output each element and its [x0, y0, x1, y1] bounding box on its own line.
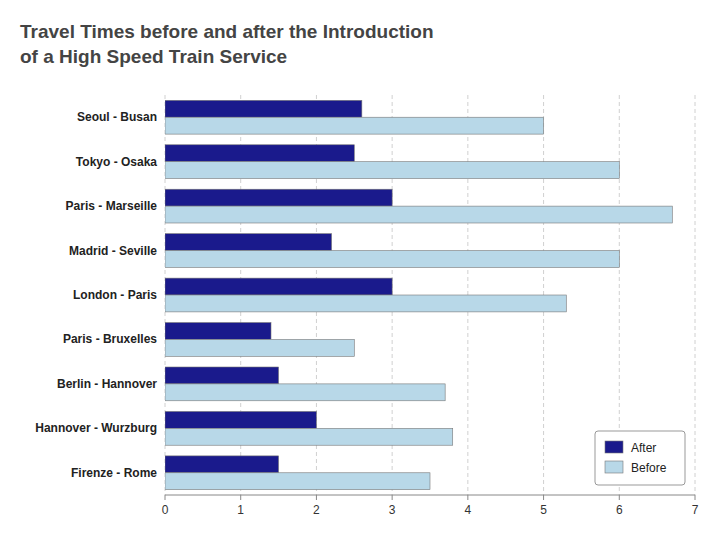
- chart-container: Travel Times before and after the Introd…: [0, 0, 720, 540]
- tick-mark: [467, 495, 468, 500]
- grid-line: [695, 95, 696, 495]
- tick-mark: [316, 495, 317, 500]
- bar: [165, 145, 354, 162]
- category-label: Berlin - Hannover: [57, 377, 157, 391]
- bar: [165, 251, 619, 268]
- category-label: Madrid - Seville: [69, 244, 157, 258]
- x-axis-line: [165, 495, 695, 496]
- category-label: Seoul - Busan: [77, 110, 157, 124]
- bar: [165, 295, 566, 312]
- tick-mark: [619, 495, 620, 500]
- legend-label: Before: [631, 461, 667, 475]
- bar: [165, 100, 362, 117]
- bar: [165, 117, 544, 134]
- tick-mark: [240, 495, 241, 500]
- tick-mark: [165, 495, 166, 500]
- bar: [165, 162, 619, 179]
- category-label: Firenze - Rome: [71, 466, 157, 480]
- tick-label: 2: [313, 503, 320, 517]
- plot-area: 0 1 2 3 4 5 6 7: [162, 95, 699, 517]
- category-label: Paris - Marseille: [66, 199, 158, 213]
- title-line: Travel Times before and after the Introd…: [20, 21, 434, 42]
- title: Travel Times before and after the Introd…: [20, 21, 434, 67]
- legend-frame: [595, 431, 685, 485]
- bar: [165, 339, 354, 356]
- bar: [165, 189, 392, 206]
- chart-svg: Travel Times before and after the Introd…: [0, 0, 720, 540]
- category-label: Paris - Bruxelles: [63, 332, 157, 346]
- bar: [165, 206, 672, 223]
- bar: [165, 473, 430, 490]
- bar: [165, 367, 279, 384]
- bar: [165, 428, 453, 445]
- bar: [165, 323, 271, 340]
- legend-label: After: [631, 441, 656, 455]
- bar: [165, 384, 445, 401]
- tick-mark: [392, 495, 393, 500]
- tick-label: 0: [162, 503, 169, 517]
- title-line: of a High Speed Train Service: [20, 46, 287, 67]
- category-label: Hannover - Wurzburg: [35, 421, 157, 435]
- category-label: London - Paris: [73, 288, 157, 302]
- legend-swatch: [605, 441, 623, 453]
- tick-mark: [543, 495, 544, 500]
- category-label: Tokyo - Osaka: [76, 155, 157, 169]
- legend: After Before: [595, 431, 685, 485]
- legend-swatch: [605, 461, 623, 473]
- tick-label: 4: [465, 503, 472, 517]
- tick-label: 3: [389, 503, 396, 517]
- tick-label: 5: [540, 503, 547, 517]
- bar: [165, 411, 316, 428]
- bar: [165, 278, 392, 295]
- bar: [165, 234, 332, 251]
- bar: [165, 456, 279, 473]
- tick-mark: [695, 495, 696, 500]
- tick-label: 6: [616, 503, 623, 517]
- tick-label: 7: [692, 503, 699, 517]
- tick-label: 1: [237, 503, 244, 517]
